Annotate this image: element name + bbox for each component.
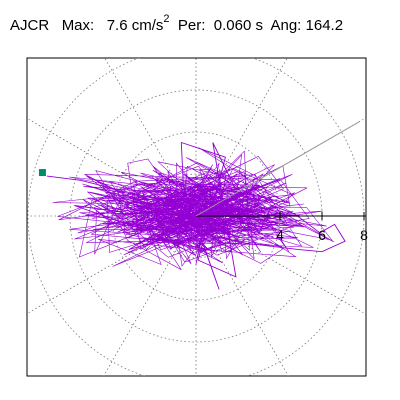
trace-layer [46, 141, 346, 290]
max-point-marker [38, 169, 46, 177]
grid-spoke-120 [104, 58, 197, 217]
plot-frame [26, 57, 367, 377]
max-value: 7.6 [106, 17, 128, 34]
radial-tick-label-6: 6 [318, 227, 326, 243]
max-label: Max: [61, 17, 95, 34]
max-unit-exponent: 2 [163, 13, 170, 25]
angle-indicator-line [195, 121, 360, 217]
ang-label: Ang: [270, 17, 302, 34]
per-value: 0.060 s [213, 17, 263, 34]
chart-header: AJCR Max: 7.6 cm/s2 Per: 0.060 s Ang: 16… [10, 13, 344, 34]
radial-tick-label-4: 4 [276, 227, 284, 243]
ang-value: 164.2 [305, 17, 344, 34]
per-label: Per: [177, 17, 206, 34]
series-core-0 [52, 147, 334, 270]
axis-layer: 4 6 8 [195, 121, 368, 243]
radial-tick-label-8: 8 [360, 227, 368, 243]
station-code: AJCR [10, 17, 50, 34]
marker-layer [38, 169, 46, 177]
max-unit: cm/s [131, 17, 164, 34]
